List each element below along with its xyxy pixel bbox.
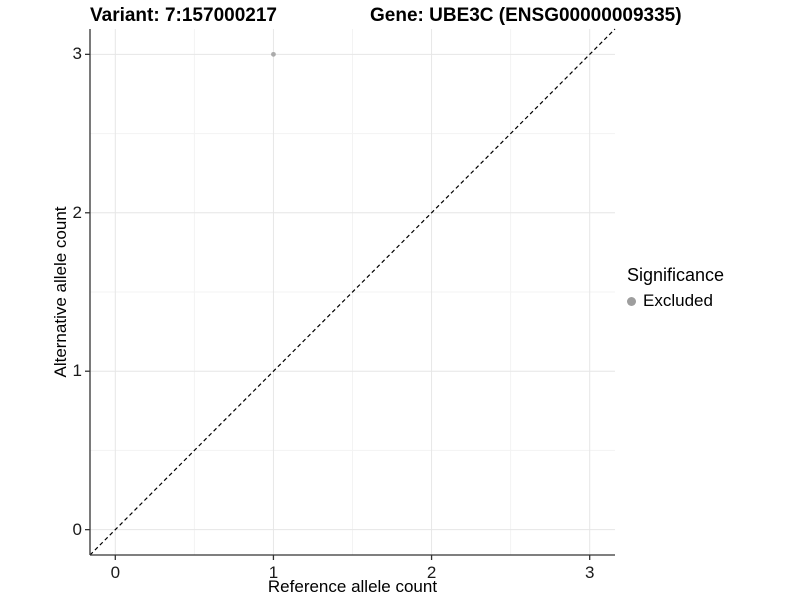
y-tick-label: 2 (72, 202, 82, 222)
y-tick-label: 0 (72, 519, 82, 539)
x-tick-label: 3 (584, 563, 595, 582)
x-axis-title: Reference allele count (267, 577, 438, 596)
y-axis-title: Alternative allele count (51, 206, 70, 378)
x-tick-label: 0 (110, 563, 121, 582)
x-tick-label: 1 (268, 563, 279, 582)
plot-title-variant: Variant: 7:157000217 (90, 5, 277, 26)
legend: Significance Excluded (627, 265, 724, 311)
identity-reference-line (89, 28, 616, 556)
y-tick-label: 3 (72, 44, 82, 64)
data-point (271, 51, 276, 57)
legend-item-excluded: Excluded (627, 291, 724, 311)
legend-title: Significance (627, 265, 725, 285)
plot-title-gene: Gene: UBE3C (ENSG00000009335) (370, 5, 682, 26)
y-tick-label: 1 (72, 361, 82, 381)
legend-item-label: Excluded (643, 291, 713, 310)
x-tick-label: 2 (426, 563, 437, 582)
legend-point-icon (627, 296, 636, 306)
